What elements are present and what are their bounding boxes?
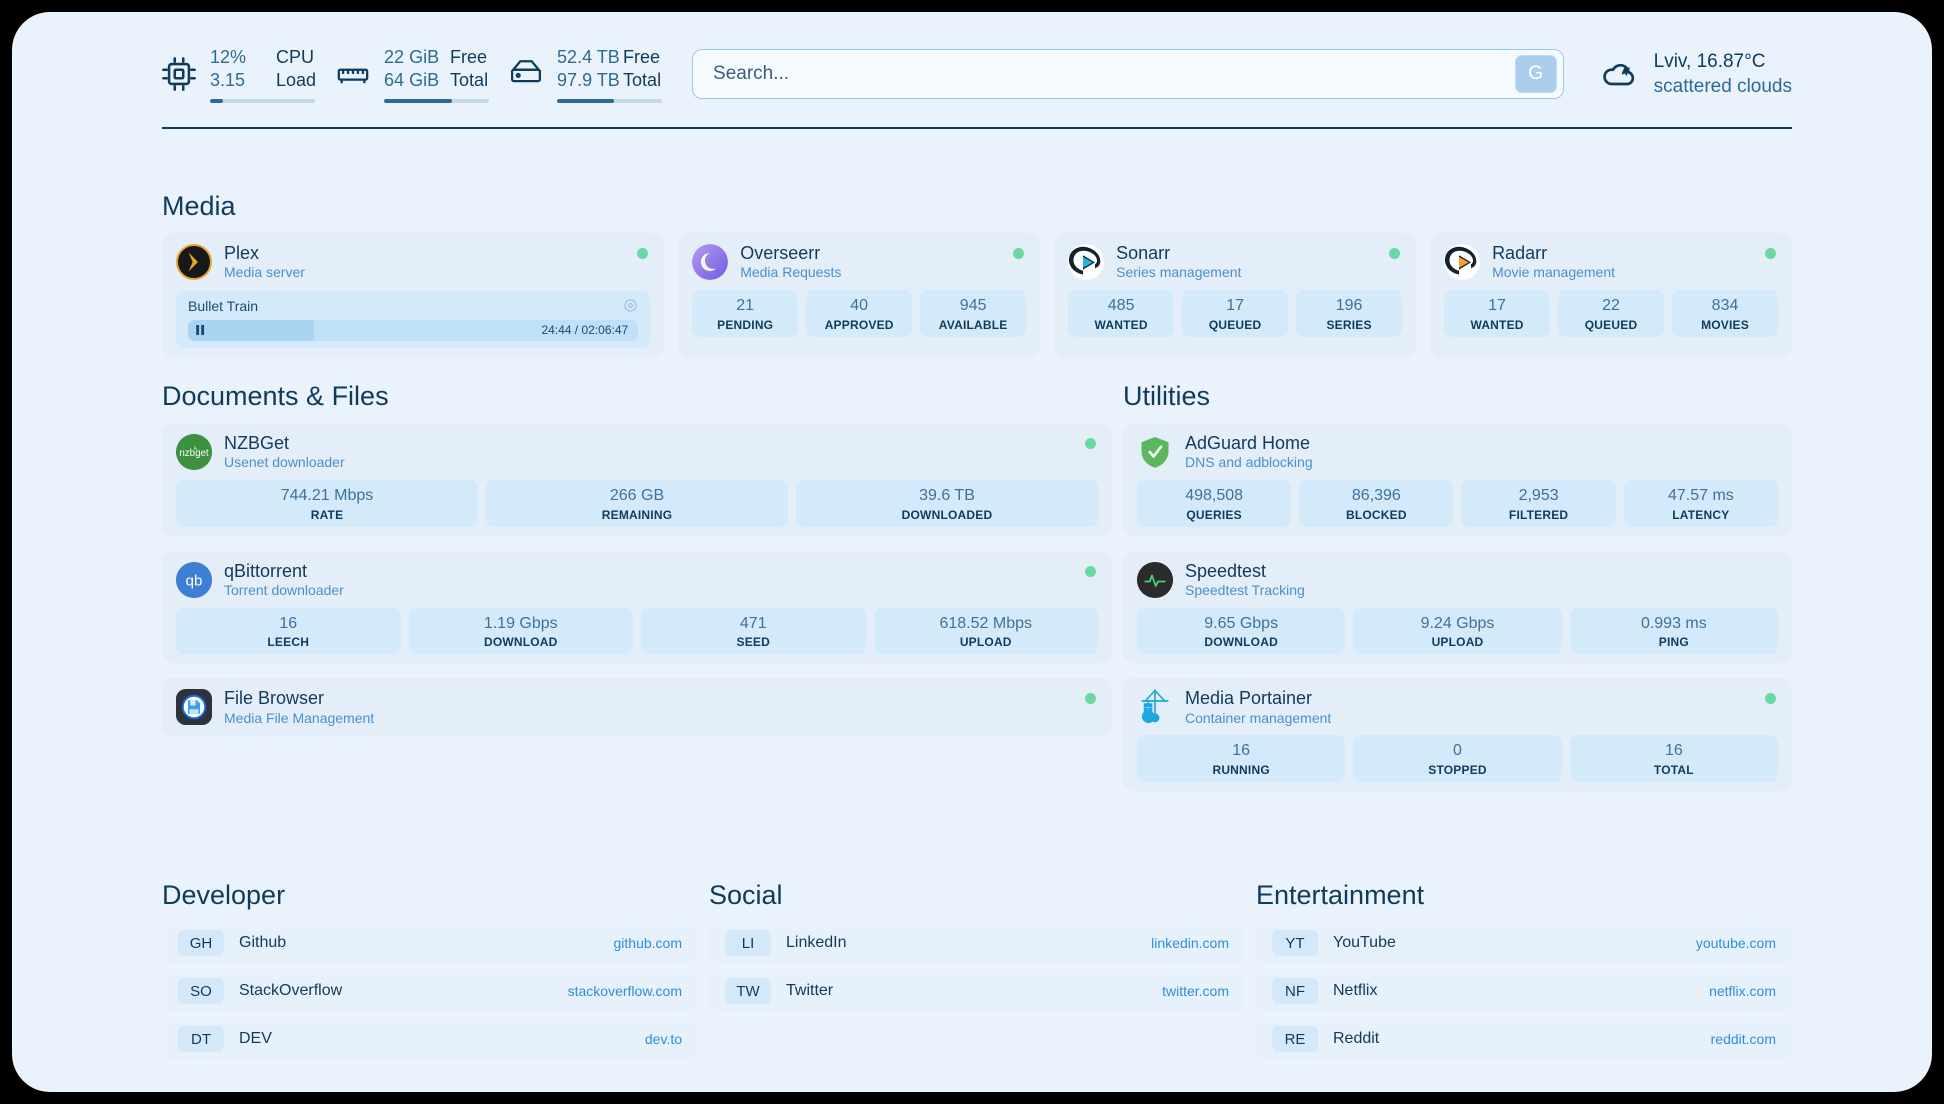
svg-text:qb: qb [186, 572, 203, 589]
